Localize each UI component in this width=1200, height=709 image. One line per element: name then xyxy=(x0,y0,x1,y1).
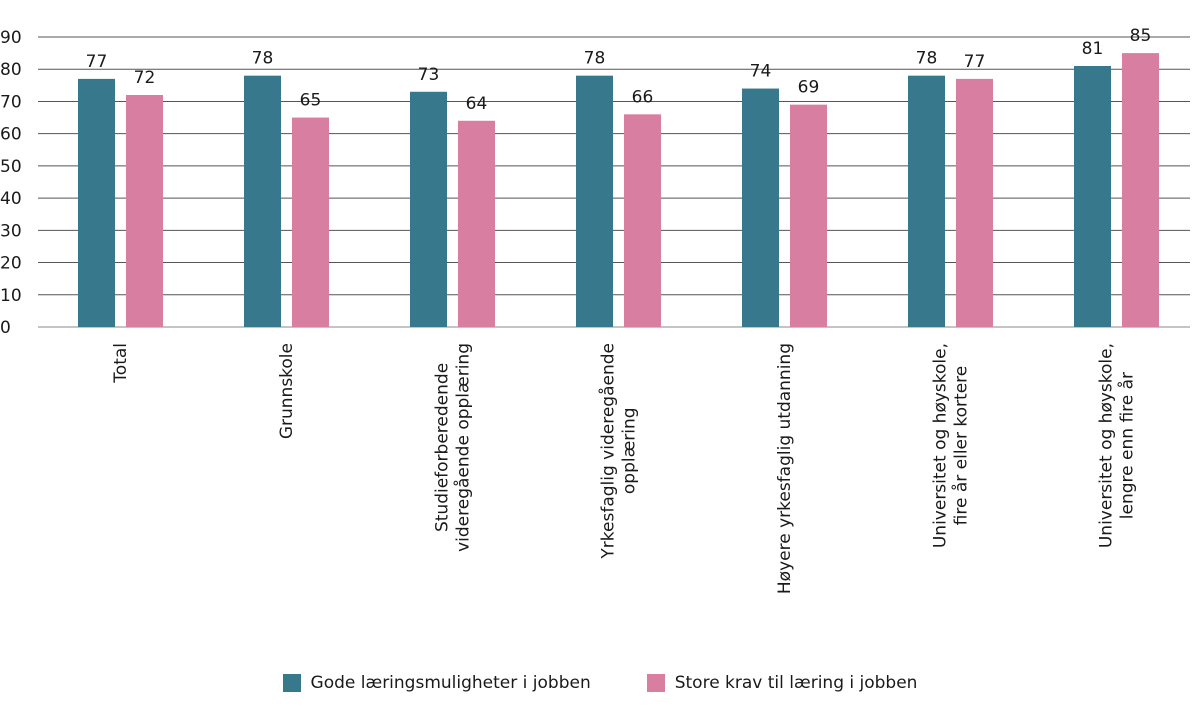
y-tick-label: 50 xyxy=(0,157,22,177)
legend-label: Store krav til læring i jobben xyxy=(674,673,918,693)
y-tick-label: 60 xyxy=(0,125,22,145)
data-label: 66 xyxy=(632,87,654,107)
y-tick-label: 10 xyxy=(0,286,22,306)
data-label: 74 xyxy=(750,62,772,82)
legend: Gode læringsmuligheter i jobben Store kr… xyxy=(0,673,1200,693)
x-tick-label-line: Total xyxy=(111,343,131,384)
x-tick-label: Studieforberedende videregående opplæring xyxy=(433,343,474,552)
y-tick-label: 30 xyxy=(0,221,22,241)
x-tick-label-line: Studieforberedende xyxy=(433,363,453,532)
data-label: 85 xyxy=(1130,26,1152,46)
bar xyxy=(908,75,945,328)
x-tick-label: Høyere yrkesfaglig utdanning xyxy=(775,343,795,594)
bar xyxy=(1074,66,1111,327)
bar xyxy=(790,104,827,328)
legend-label: Gode læringsmuligheter i jobben xyxy=(310,673,591,693)
y-tick-label: 0 xyxy=(0,318,11,338)
legend-item-gode: Gode læringsmuligheter i jobben xyxy=(282,673,591,693)
data-label: 77 xyxy=(964,52,986,72)
bar xyxy=(244,75,281,328)
x-tick-label-line: Universitet og høyskole, xyxy=(931,343,951,548)
data-label: 81 xyxy=(1082,39,1104,59)
data-label: 77 xyxy=(86,52,108,72)
x-tick-label: Universitet og høyskole, fire år eller ko… xyxy=(931,343,972,548)
x-tick-label-line: Høyere yrkesfaglig utdanning xyxy=(775,343,795,594)
x-tick-label-line: videregående opplæring xyxy=(453,343,474,552)
bar xyxy=(410,91,447,328)
y-tick-label: 90 xyxy=(0,28,22,48)
legend-item-store: Store krav til læring i jobben xyxy=(646,673,918,693)
x-tick-label-line: Yrkesfaglig videregående xyxy=(598,343,619,560)
bar xyxy=(292,117,329,327)
x-tick-label: Universitet og høyskole, lengre enn fire … xyxy=(1097,343,1138,548)
data-label: 73 xyxy=(418,65,440,85)
bar xyxy=(78,78,115,327)
bar xyxy=(956,78,993,327)
x-tick-label: Grunnskole xyxy=(277,343,297,439)
data-label: 65 xyxy=(300,91,322,111)
bar xyxy=(126,95,163,327)
x-tick-label: Total xyxy=(111,343,131,384)
bar xyxy=(742,88,779,327)
bar xyxy=(624,114,661,327)
data-label: 64 xyxy=(466,94,488,114)
x-tick-label-line: opplæring xyxy=(620,407,640,494)
x-tick-label: Yrkesfaglig videregående opplæring xyxy=(598,343,640,560)
legend-swatch-teal xyxy=(282,674,301,692)
x-tick-label-line: fire år eller kortere xyxy=(951,366,972,526)
x-tick-label-line: lengre enn fire år xyxy=(1117,372,1138,519)
data-label: 78 xyxy=(252,49,274,69)
y-tick-label: 80 xyxy=(0,60,22,80)
x-tick-label-line: Universitet og høyskole, xyxy=(1097,343,1117,548)
bar-chart: 0 10 20 30 40 50 60 70 80 90 77 72 Total 78 65 Grunnsko… xyxy=(0,26,1190,594)
bar xyxy=(1122,53,1159,327)
y-tick-label: 20 xyxy=(0,254,22,274)
legend-swatch-pink xyxy=(646,674,665,692)
data-label: 72 xyxy=(134,68,156,88)
data-label: 78 xyxy=(916,49,938,69)
data-label: 69 xyxy=(798,78,820,98)
data-label: 78 xyxy=(584,49,606,69)
x-tick-label-line: Grunnskole xyxy=(277,343,297,439)
y-tick-label: 70 xyxy=(0,92,22,112)
y-tick-label: 40 xyxy=(0,189,22,209)
bar xyxy=(576,75,613,328)
bar xyxy=(458,120,495,328)
